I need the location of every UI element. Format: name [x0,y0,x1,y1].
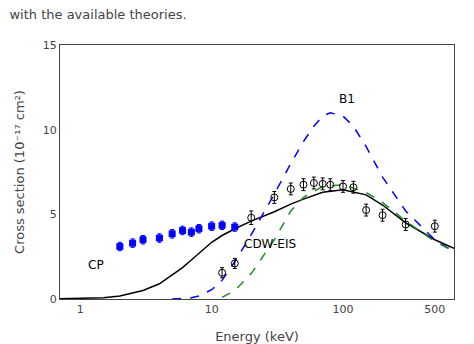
svg-text:B1: B1 [339,92,355,106]
svg-text:Cross section (10⁻¹⁷ cm²): Cross section (10⁻¹⁷ cm²) [12,90,27,254]
svg-text:100: 100 [333,303,354,316]
svg-text:10: 10 [43,124,57,137]
svg-text:Energy (keV): Energy (keV) [215,329,299,344]
svg-text:CP: CP [88,258,104,272]
svg-text:500: 500 [424,303,445,316]
svg-text:CDW-EIS: CDW-EIS [244,237,296,251]
svg-text:10: 10 [205,303,219,316]
svg-text:5: 5 [50,208,57,221]
svg-text:1: 1 [77,303,84,316]
svg-text:15: 15 [43,39,57,52]
svg-text:0: 0 [50,293,57,306]
svg-text:with the available theories.: with the available theories. [9,7,186,22]
